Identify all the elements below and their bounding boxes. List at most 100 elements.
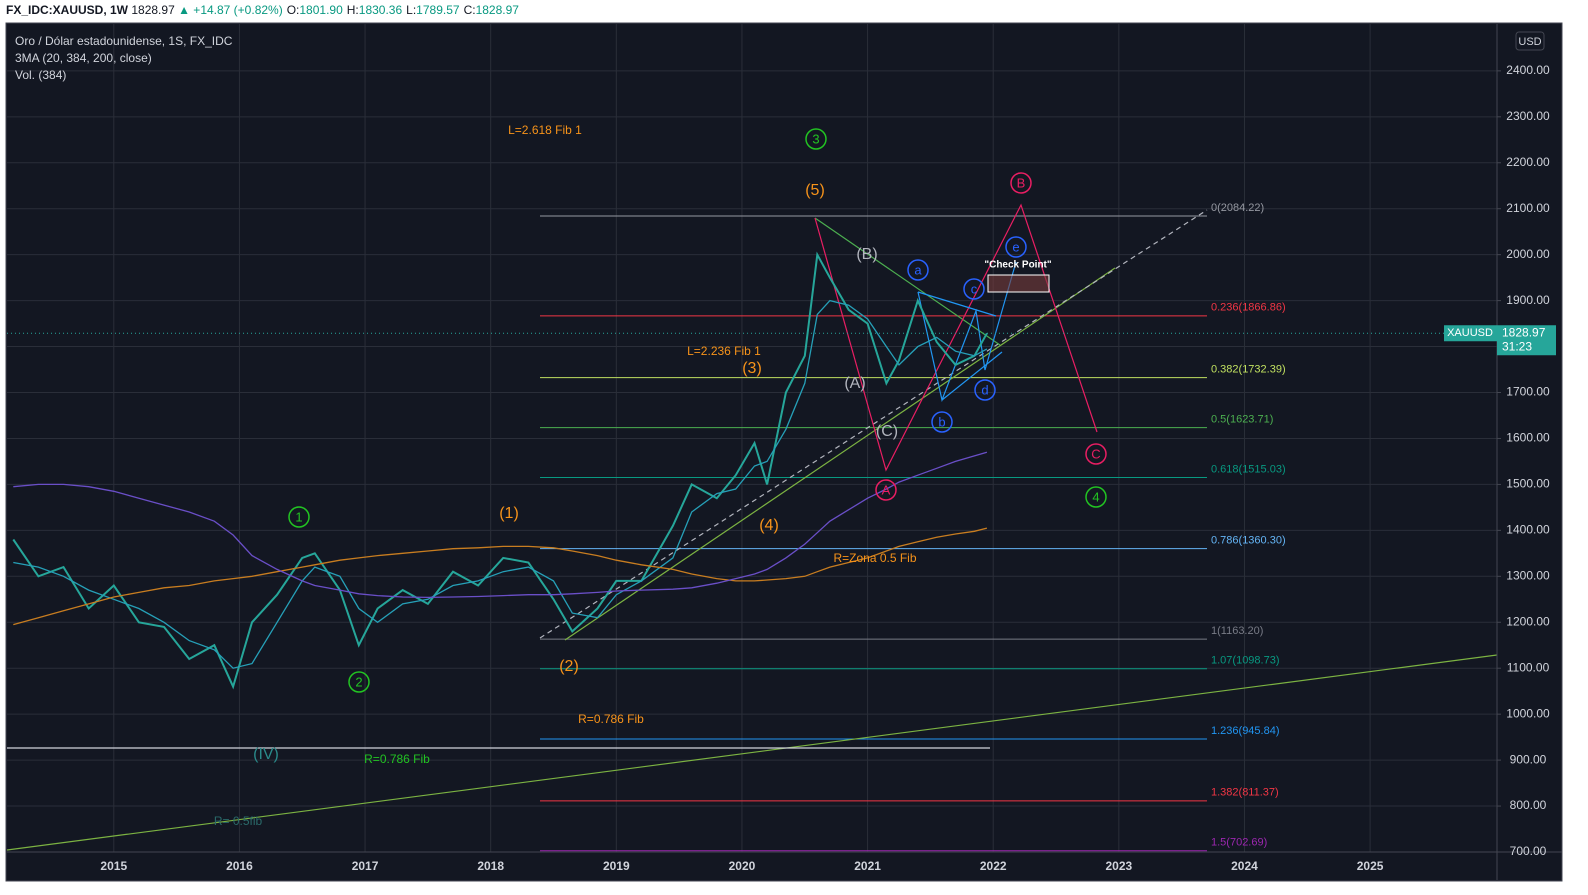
ohlc: O:1801.90 H:1830.36 L:1789.57 C:1828.97 [287,3,523,17]
wave-label: (IV) [253,746,279,763]
annotation: R=0.786 Fib [364,752,430,766]
annotation: L=2.236 Fib 1 [687,344,761,358]
price-tag-symbol: XAUUSD [1447,327,1493,339]
y-tick-label: 900.00 [1510,752,1547,766]
annotation: R= 0.5fib [214,814,263,828]
drawing-line [941,351,1003,401]
ma-line [13,451,988,599]
symbol: FX_IDC:XAUUSD, 1W [6,3,129,17]
wave-circle [907,259,929,281]
fib-label: 1.5(702.69) [1211,837,1267,849]
fib-label: 0.382(1732.39) [1211,364,1286,376]
wave-label: a [914,262,922,277]
fib-label: 0(2084.22) [1211,202,1264,214]
y-tick-label: 1100.00 [1507,660,1550,674]
y-tick-label: 2300.00 [1506,109,1550,123]
wave-circle [1005,236,1027,258]
x-tick-label: 2017 [352,859,379,873]
wave-label: (3) [742,360,762,377]
price-tag-countdown: 31:23 [1502,339,1532,353]
wave-label: B [1017,175,1026,190]
fib-label: 0.236(1866.86) [1211,302,1286,314]
legend-line: 3MA (20, 384, 200, close) [15,51,152,65]
ma-line [13,527,988,626]
currency: USD [1518,36,1541,48]
y-tick-label: 1600.00 [1506,431,1550,445]
ohlc-value: 1789.57 [416,3,460,17]
x-tick-label: 2018 [477,859,504,873]
x-tick-label: 2024 [1231,859,1258,873]
ohlc-label: L: [406,3,417,17]
x-tick-label: 2020 [729,859,756,873]
y-tick-label: 700.00 [1510,844,1547,858]
y-tick-label: 1500.00 [1506,477,1550,491]
drawing-line [814,217,1001,346]
drawing-line [917,261,1017,403]
drawing-line [7,654,1497,851]
wave-label: (A) [844,375,865,392]
wave-label: 3 [812,131,819,146]
drawing-line [917,291,997,317]
wave-circle [931,411,953,433]
wave-circle [1085,486,1107,508]
wave-label: b [938,414,945,429]
drawing-line [564,267,1116,641]
y-tick-label: 1300.00 [1506,568,1550,582]
wave-circle [805,128,827,150]
wave-label: d [981,382,988,397]
wave-label: (1) [499,505,519,522]
annotation: "Check Point" [984,260,1052,271]
wave-label: (B) [856,246,877,263]
ohlc-value: 1801.90 [299,3,343,17]
ohlc-value: 1830.36 [358,3,403,17]
fib-label: 0.5(1623.71) [1211,413,1273,425]
wave-circle [875,479,897,501]
x-tick-label: 2021 [854,859,881,873]
y-tick-label: 1000.00 [1506,706,1550,720]
y-tick-label: 1700.00 [1506,385,1550,399]
y-tick-label: 2400.00 [1506,63,1550,77]
wave-label: A [882,482,891,497]
y-tick-label: 800.00 [1510,798,1547,812]
wave-circle [348,671,370,693]
wave-label: c [971,281,978,296]
wave-label: (C) [876,423,898,440]
x-tick-label: 2023 [1105,859,1132,873]
x-tick-label: 2025 [1357,859,1384,873]
check-point-box [987,274,1050,293]
ohlc-label: H: [346,3,359,17]
y-tick-label: 1900.00 [1506,293,1550,307]
currency-box[interactable] [1515,31,1545,51]
y-tick-label: 2100.00 [1506,201,1550,215]
chart-background [5,22,1563,882]
wave-circle [963,278,985,300]
header: FX_IDC:XAUUSD, 1W 1828.97 ▲ +14.87 (+0.8… [6,3,523,17]
price-tag [1497,325,1556,356]
price-line [12,251,988,690]
drawing-line [814,203,1098,472]
annotation: R=0.786 Fib [578,712,644,726]
last: 1828.97 [131,3,175,17]
annotation: R=Zona 0.5 Fib [833,551,916,565]
wave-label: 4 [1092,489,1099,504]
price-tag [1444,325,1497,342]
wave-label: e [1012,239,1019,254]
fib-label: 1.07(1098.73) [1211,655,1280,667]
x-tick-label: 2016 [226,859,253,873]
wave-label: 2 [355,674,362,689]
fib-label: 1.382(811.37) [1211,787,1279,799]
wave-circle [974,379,996,401]
fib-label: 0.786(1360.30) [1211,535,1286,547]
ohlc-label: C: [463,3,476,17]
x-tick-label: 2019 [603,859,630,873]
y-tick-label: 2200.00 [1506,155,1550,169]
y-tick-label: 1200.00 [1506,614,1550,628]
y-tick-label: 2000.00 [1506,247,1550,261]
fib-label: 1.236(945.84) [1211,725,1280,737]
annotation: L=2.618 Fib 1 [508,123,582,137]
change: ▲ +14.87 (+0.82%) [178,3,283,17]
fib-label: 1(1163.20) [1211,625,1263,637]
x-tick-label: 2015 [100,859,127,873]
